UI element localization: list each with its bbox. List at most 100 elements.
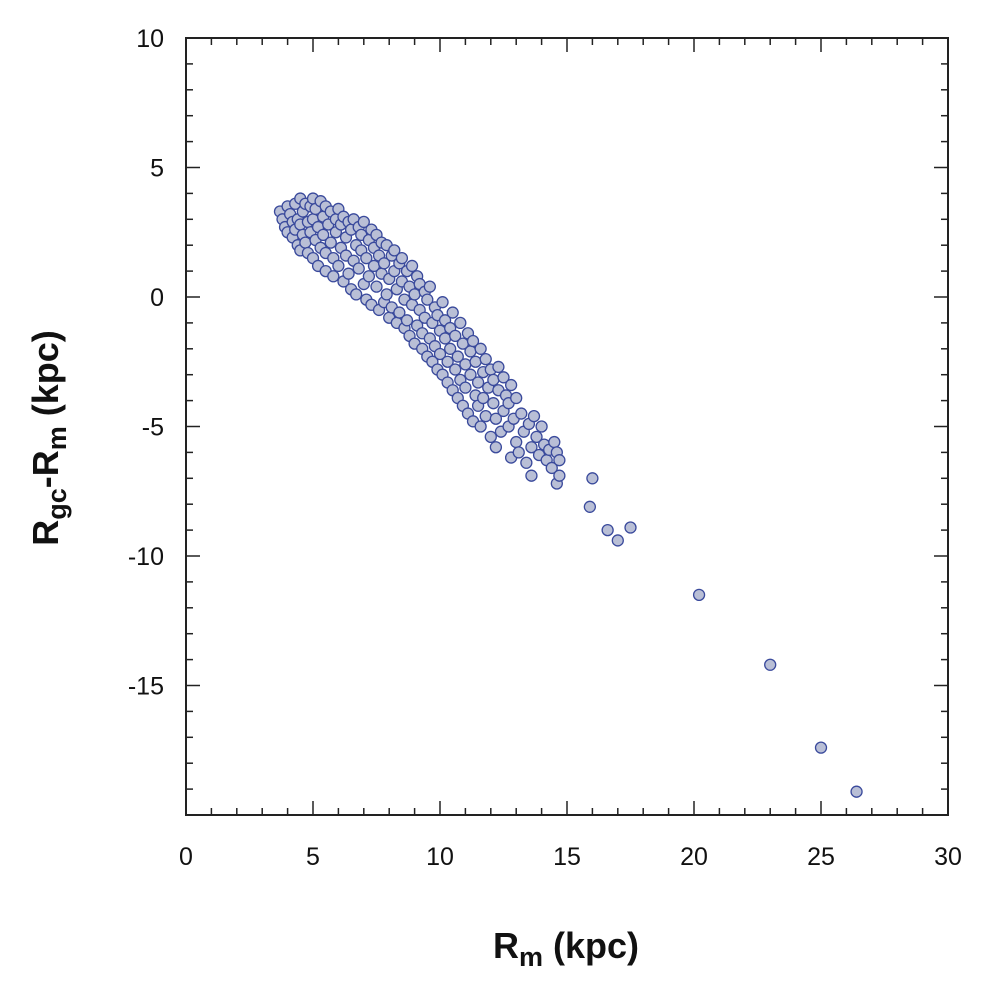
data-point xyxy=(395,251,409,265)
x-tick-label: 0 xyxy=(179,843,193,871)
data-point xyxy=(459,358,472,371)
data-point xyxy=(601,523,614,537)
data-point xyxy=(360,251,373,265)
data-point xyxy=(525,469,538,482)
data-point xyxy=(444,342,457,355)
data-point xyxy=(489,441,503,454)
data-point xyxy=(850,785,863,798)
data-point xyxy=(525,441,538,454)
data-point xyxy=(489,412,503,425)
data-point xyxy=(527,409,541,423)
data-point xyxy=(454,316,467,330)
data-point xyxy=(497,371,510,384)
y-axis-label-sub2: m xyxy=(42,426,72,450)
y-axis-label-sub1: gc xyxy=(42,488,72,520)
y-tick-label: 0 xyxy=(150,284,164,312)
x-tick-label: 30 xyxy=(934,843,962,871)
data-point xyxy=(433,347,447,361)
data-point xyxy=(441,355,454,368)
x-tick-label: 10 xyxy=(426,843,454,871)
y-axis-label-suffix: (kpc) xyxy=(25,330,66,426)
x-axis-label-suffix: (kpc) xyxy=(543,925,639,966)
data-point xyxy=(405,259,419,273)
data-point xyxy=(487,397,500,410)
data-point xyxy=(466,334,480,348)
data-point xyxy=(350,288,363,301)
data-point xyxy=(504,378,518,392)
data-point xyxy=(400,314,414,327)
data-point xyxy=(469,355,482,368)
y-tick-label: -10 xyxy=(128,543,164,571)
data-point xyxy=(464,345,477,358)
x-tick-label: 15 xyxy=(553,843,581,871)
data-point xyxy=(487,373,500,387)
data-point xyxy=(553,469,566,482)
tick-labels: 0 5 10 15 20 25 30 -15 -10 -5 0 5 10 xyxy=(128,25,962,871)
data-point xyxy=(520,456,533,469)
data-point xyxy=(474,420,487,433)
data-points xyxy=(273,192,863,798)
data-point xyxy=(510,391,523,405)
data-point xyxy=(388,244,401,257)
data-point xyxy=(370,280,383,293)
x-tick-label: 25 xyxy=(807,843,835,871)
data-point xyxy=(545,461,558,475)
data-point xyxy=(362,270,376,283)
data-point xyxy=(492,360,505,374)
data-point xyxy=(464,368,477,381)
data-point xyxy=(477,391,490,405)
data-point xyxy=(352,262,365,275)
data-point xyxy=(327,270,340,283)
data-point xyxy=(611,534,624,547)
data-point xyxy=(438,332,452,345)
data-point xyxy=(377,257,391,270)
data-point xyxy=(421,293,434,306)
y-axis-label: Rgc-Rm (kpc) xyxy=(25,330,72,546)
data-point xyxy=(436,296,449,309)
data-point xyxy=(535,420,548,433)
data-point xyxy=(459,381,472,394)
x-tick-label: 5 xyxy=(306,843,320,871)
data-point xyxy=(357,215,370,229)
data-point xyxy=(515,407,528,420)
data-point xyxy=(624,521,637,534)
data-point xyxy=(451,350,464,363)
data-point xyxy=(449,329,462,343)
y-tick-label: 10 xyxy=(136,25,164,53)
data-point xyxy=(479,353,492,366)
data-point xyxy=(474,342,487,355)
data-point xyxy=(342,267,355,280)
data-point xyxy=(408,288,421,301)
data-point xyxy=(764,658,777,671)
y-tick-label: -5 xyxy=(142,414,164,442)
data-point xyxy=(553,454,566,467)
data-point xyxy=(583,500,597,513)
data-point xyxy=(814,741,828,754)
axis-ticks xyxy=(185,37,949,816)
x-axis-label: Rm (kpc) xyxy=(493,925,639,972)
y-axis-label-mid: -R xyxy=(25,450,66,488)
data-point xyxy=(317,228,330,241)
data-point xyxy=(423,280,436,293)
data-point xyxy=(548,435,561,449)
plot-frame xyxy=(185,37,949,816)
data-point xyxy=(586,472,599,485)
data-point xyxy=(449,363,462,376)
data-point xyxy=(479,409,492,423)
data-point xyxy=(299,236,312,249)
data-point xyxy=(484,430,497,444)
data-point xyxy=(324,236,337,249)
x-tick-label: 20 xyxy=(680,843,708,871)
y-axis-label-main: R xyxy=(25,520,66,546)
data-point xyxy=(471,376,485,389)
data-point xyxy=(510,435,523,449)
y-tick-label: 5 xyxy=(150,155,164,183)
y-tick-label: -15 xyxy=(128,673,164,701)
data-point xyxy=(380,288,393,301)
data-point xyxy=(512,446,525,459)
x-axis-label-sub: m xyxy=(519,942,543,972)
data-point xyxy=(692,588,706,601)
data-point xyxy=(530,430,543,444)
data-point xyxy=(332,259,345,273)
